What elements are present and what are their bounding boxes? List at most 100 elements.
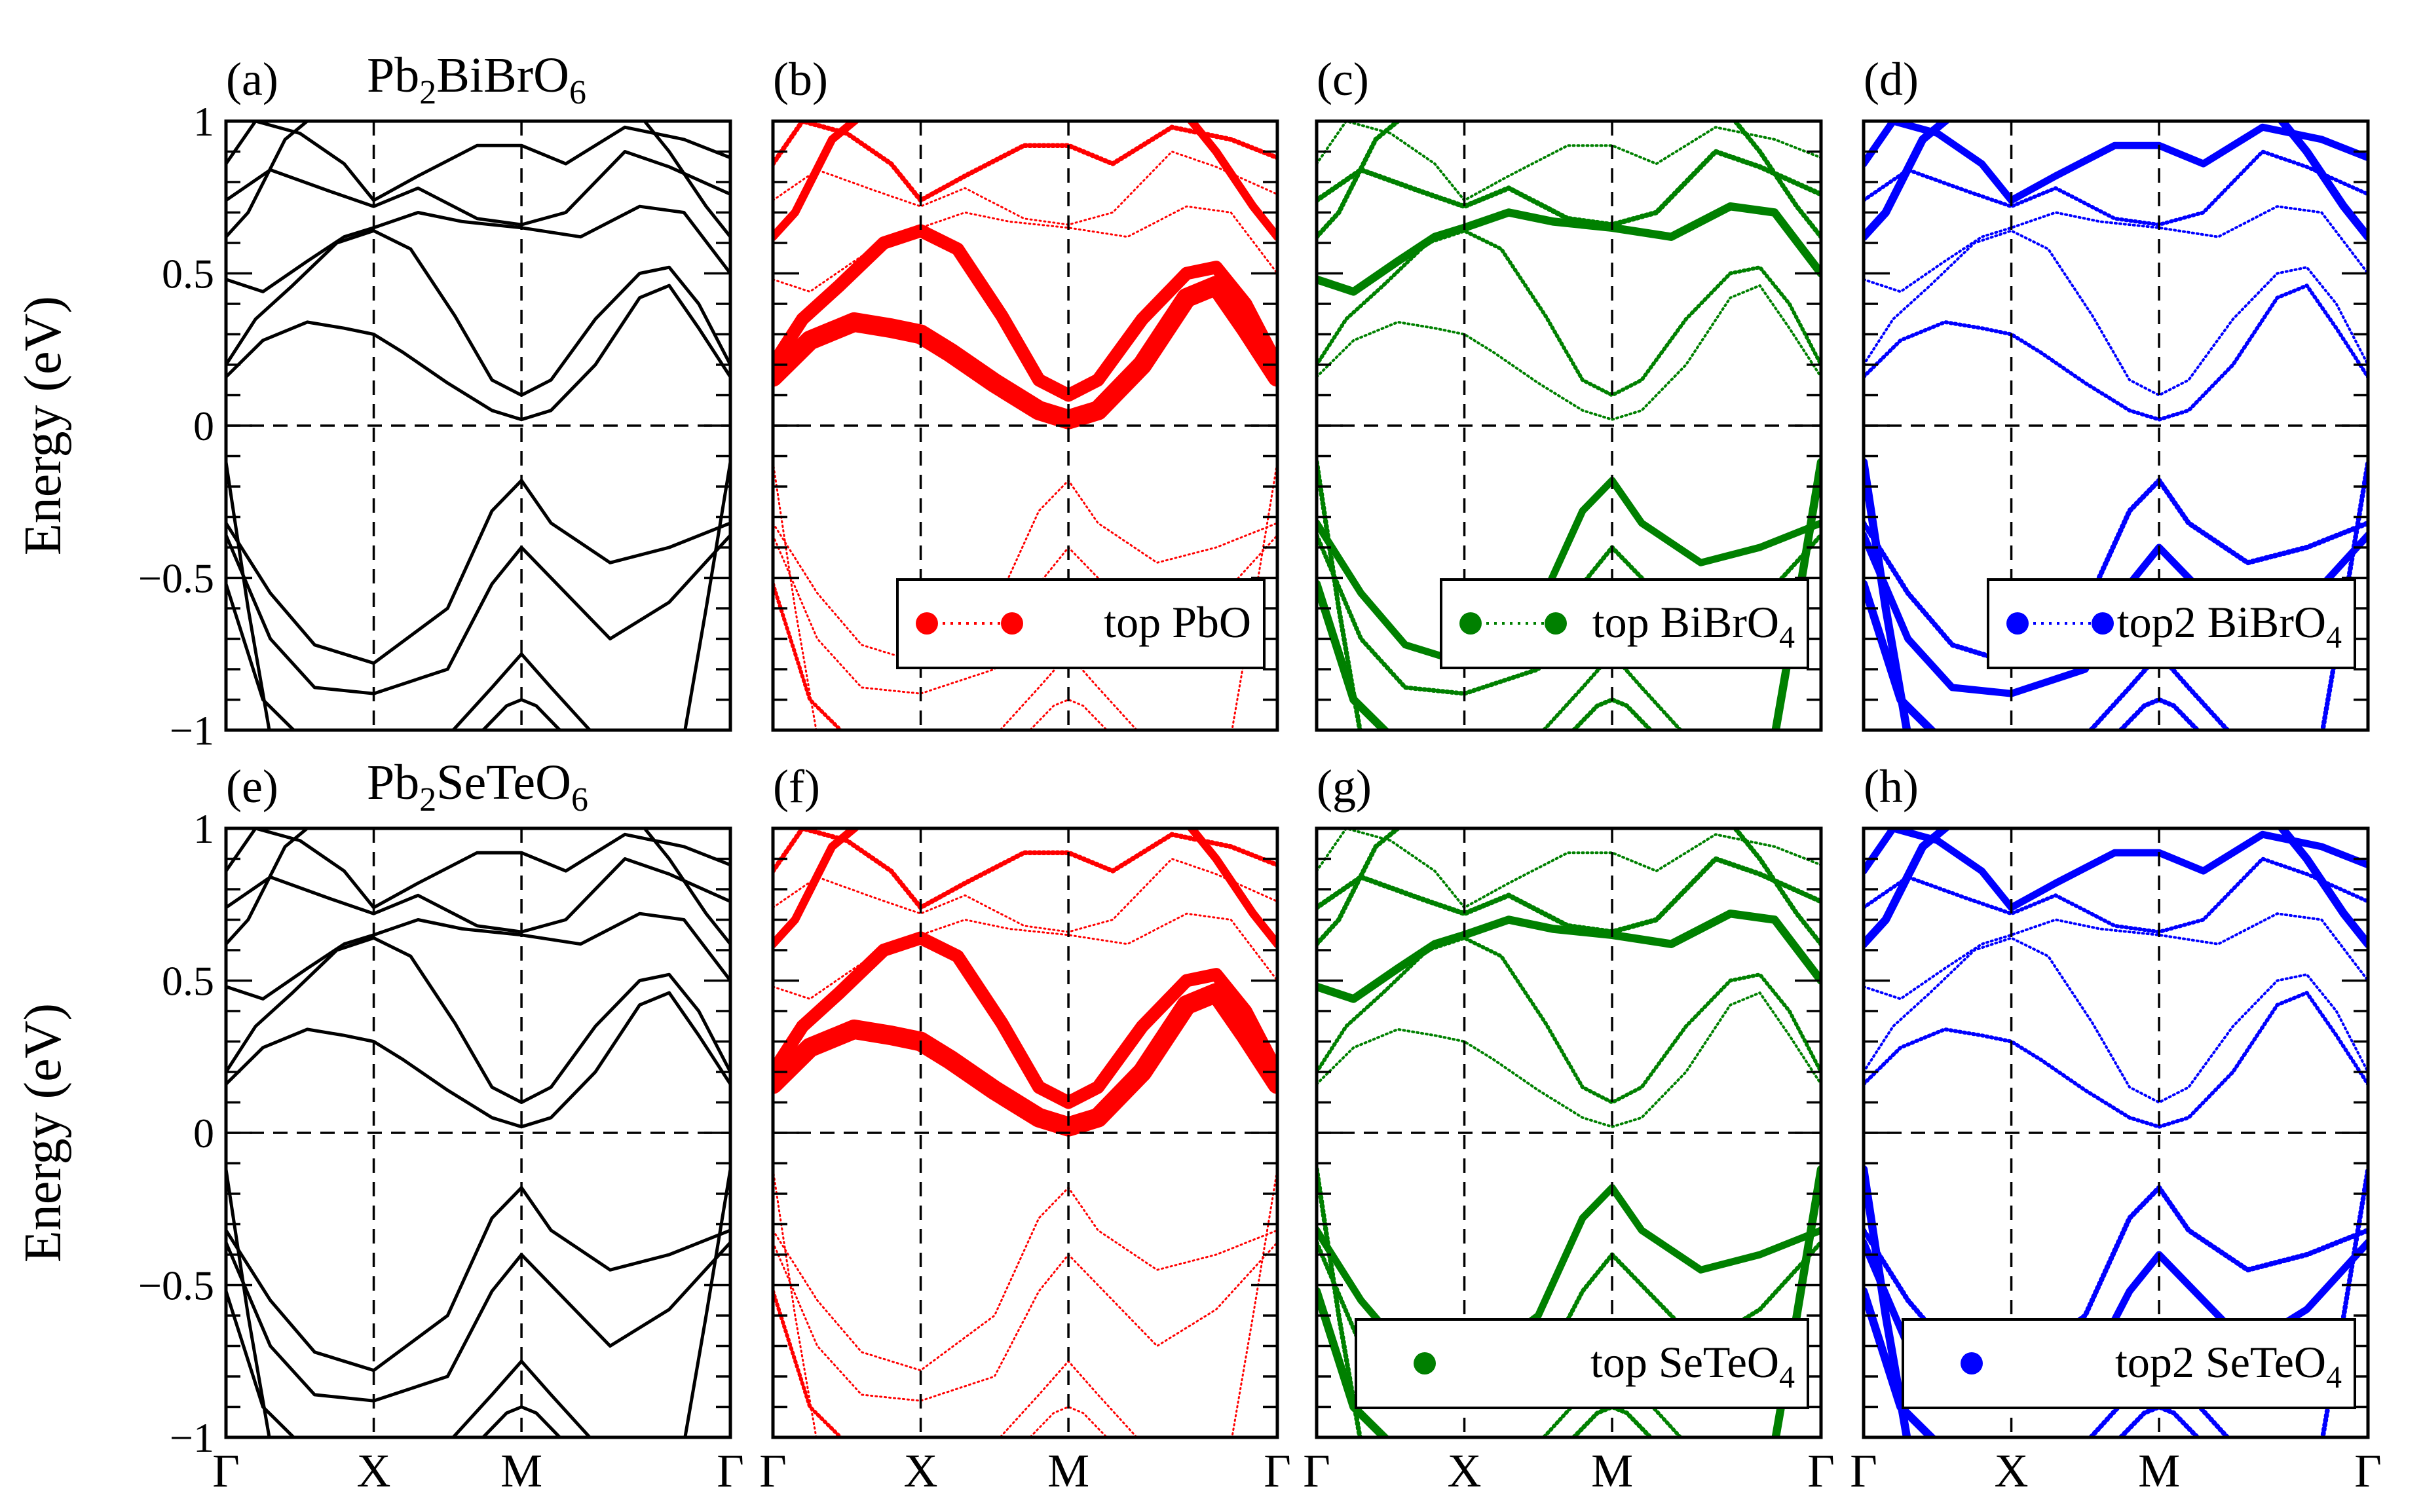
band-line-c6 (226, 828, 310, 946)
band-line-c6 (773, 121, 861, 241)
band-line-c3 (1864, 912, 2368, 1001)
band-panel-e: 10.50−0.5−1Γ X M Γ(e) Pb2SeTeO6 (138, 755, 744, 1497)
legend: top BiBrO4 (1440, 578, 1809, 669)
band-line-v6 (683, 1168, 730, 1437)
k-point-label: Γ (1303, 1445, 1330, 1497)
panel-letter: (c) (1317, 53, 1369, 105)
band-panel-f: Γ X M Γ (f) (759, 760, 1291, 1497)
band-line-v5 (1864, 458, 1911, 730)
band-panel-h: Γ X M Γ (h) top2 SeTeO4 (1850, 760, 2382, 1497)
band-line-c1 (226, 991, 730, 1129)
band-line-c1 (773, 276, 1277, 430)
band-line-c3 (226, 912, 730, 1001)
band-line-c2 (1864, 936, 2368, 1104)
band-curves (1864, 121, 2368, 730)
band-line-v2 (773, 1241, 1277, 1402)
band-curves (226, 828, 730, 1437)
band-line-c6 (226, 121, 310, 239)
band-line-c7 (1186, 828, 1277, 948)
band-panel-d: (d) top2 BiBrO4 (1862, 53, 2370, 732)
band-line-c1 (1864, 284, 2368, 422)
panel-frame (1862, 826, 2370, 1439)
band-line-c4 (226, 150, 730, 227)
band-line-c4 (1864, 857, 2368, 934)
band-line-c7 (1732, 828, 1821, 947)
legend-box (896, 578, 1266, 669)
band-line-c1 (1317, 991, 1821, 1128)
band-line-c5 (1317, 828, 1821, 909)
y-tick-label: 1 (193, 805, 214, 852)
band-line-v1 (226, 1186, 730, 1373)
band-line-v5 (1317, 460, 1362, 730)
legend: top PbO (896, 578, 1266, 669)
band-line-c6 (773, 828, 861, 948)
band-panel-a: 1 0.5 0 −0.5 −1 (a) Pb2BiBrO6 (138, 48, 732, 754)
band-line-c6 (1864, 828, 1951, 948)
y-tick-label: −1 (170, 1414, 214, 1461)
y-tick-label: 0.5 (162, 958, 214, 1005)
band-line-c2 (1864, 229, 2368, 397)
k-point-label: Γ (2354, 1445, 2382, 1497)
band-line-c4 (226, 857, 730, 934)
band-line-c2 (1317, 936, 1821, 1105)
band-line-v1 (1317, 477, 1821, 667)
panel-grid: 1 0.5 0 −0.5 −1 (a) Pb2BiBrO6 (b) top PbO (c) top … (138, 48, 2382, 1497)
k-point-label: X (1995, 1445, 2029, 1497)
band-panel-c: (c) top BiBrO4 (1315, 53, 1823, 732)
k-point-label: X (1448, 1445, 1482, 1497)
y-tick-label: 0.5 (162, 251, 214, 297)
band-line-c6 (1864, 121, 1951, 241)
legend-label: top2 SeTeO4 (2115, 1337, 2342, 1395)
band-line-v5 (1317, 1167, 1362, 1437)
band-line-c4 (1317, 856, 1821, 935)
band-line-v5 (226, 1168, 271, 1437)
band-panel-b: (b) top PbO (771, 53, 1279, 732)
legend-label: top2 BiBrO4 (2117, 597, 2342, 655)
y-axis-title: Energy (eV) (14, 1003, 72, 1263)
panel-letter: (g) (1317, 760, 1372, 813)
band-line-c6 (1317, 121, 1402, 240)
band-panel-g: Γ X M Γ (g) top SeTeO4 (1303, 760, 1835, 1497)
band-line-c7 (1732, 121, 1821, 240)
band-line-v6 (1231, 1168, 1277, 1437)
band-curves (773, 828, 1277, 1437)
k-point-label: M (500, 1445, 542, 1497)
y-tick-label: −0.5 (138, 1263, 214, 1309)
band-line-v5 (773, 461, 817, 730)
y-axis-title: Energy (eV) (14, 296, 72, 555)
band-line-c7 (2276, 121, 2368, 241)
panel-title: Pb2BiBrO6 (367, 48, 586, 111)
legend-marker (916, 612, 938, 635)
y-tick-label: −1 (170, 707, 214, 754)
legend-label: top SeTeO4 (1590, 1337, 1795, 1395)
panel-letter: (h) (1864, 760, 1919, 813)
panel-letter: (f) (773, 760, 820, 813)
legend-marker (2006, 612, 2029, 635)
band-line-c3 (773, 912, 1277, 1000)
band-line-c4 (773, 858, 1277, 933)
legend: top SeTeO4 (1355, 1318, 1809, 1409)
band-line-c2 (226, 229, 730, 397)
k-point-label: M (1047, 1445, 1089, 1497)
band-line-c1 (773, 983, 1277, 1137)
k-point-label: Γ (1850, 1445, 1877, 1497)
band-curves (1864, 828, 2368, 1437)
band-line-v2 (226, 1240, 730, 1403)
band-line-v1 (226, 479, 730, 665)
panel-frame (1315, 119, 1823, 732)
band-line-c1 (1864, 991, 2368, 1129)
y-axis-labels: Energy (eV) Energy (eV) (14, 296, 72, 1263)
y-tick-label: 1 (193, 98, 214, 145)
band-line-c4 (1864, 149, 2368, 227)
panel-title: Pb2SeTeO6 (367, 755, 588, 819)
band-line-c4 (1317, 149, 1821, 228)
k-point-label: Γ (717, 1445, 744, 1497)
band-line-c7 (642, 121, 730, 239)
legend-marker (1414, 1352, 1436, 1374)
band-line-v2 (226, 533, 730, 695)
band-line-c7 (1186, 121, 1277, 241)
legend-marker (1961, 1352, 1983, 1374)
band-line-v1 (773, 479, 1277, 665)
band-line-c4 (773, 151, 1277, 226)
